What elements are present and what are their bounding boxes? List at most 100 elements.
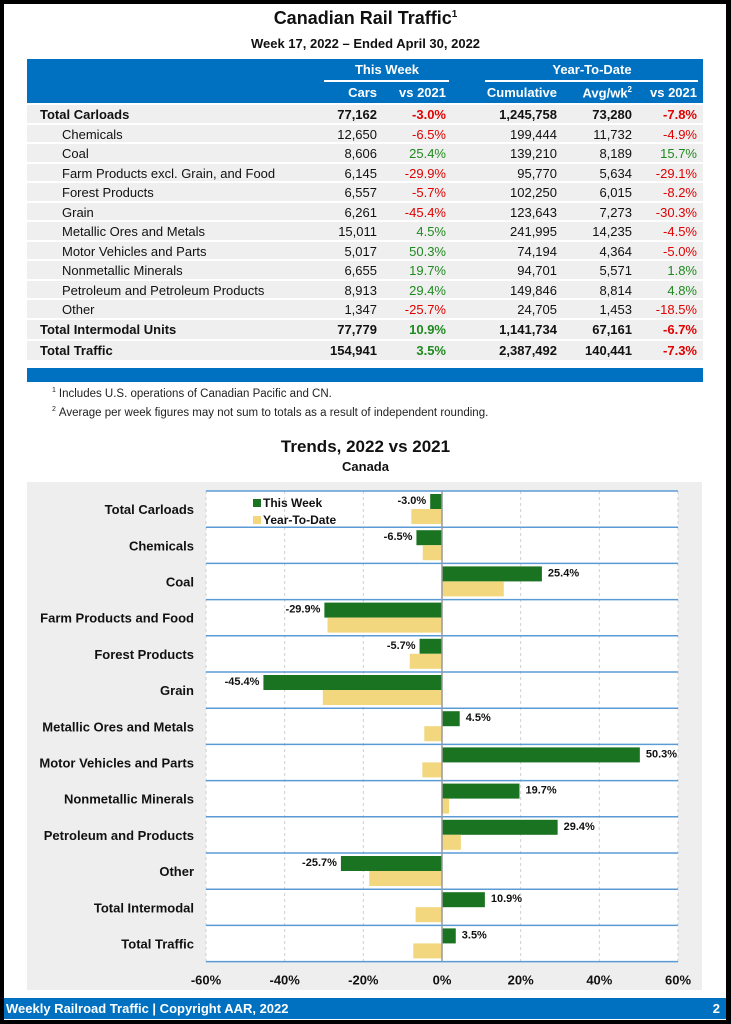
cars-value: 77,779 bbox=[337, 321, 377, 337]
footnote: 1 Includes U.S. operations of Canadian Pa… bbox=[52, 387, 332, 400]
table-row: Farm Products excl. Grain, and Food 6,145… bbox=[27, 163, 703, 181]
vs-ytd-value: -6.7% bbox=[663, 321, 697, 337]
page-title: Canadian Rail Traffic1 bbox=[273, 8, 458, 28]
bar-ytd bbox=[442, 834, 461, 850]
vs-ytd-value: -18.5% bbox=[655, 302, 697, 317]
cumulative-value: 123,643 bbox=[510, 204, 557, 220]
vs-week-value: -5.7% bbox=[412, 185, 446, 200]
cars-value: 1,347 bbox=[344, 302, 377, 317]
category-label: Motor Vehicles and Parts bbox=[39, 756, 194, 771]
col-vs-ytd: vs 2021 bbox=[650, 85, 697, 100]
vs-week-value: 10.9% bbox=[409, 321, 446, 337]
data-label: 50.3% bbox=[646, 748, 677, 760]
bar-ytd bbox=[422, 762, 442, 778]
table-footer-bar bbox=[27, 368, 703, 382]
row-label: Nonmetallic Minerals bbox=[62, 263, 183, 278]
vs-ytd-value: -5.0% bbox=[663, 243, 697, 259]
row-label: Forest Products bbox=[62, 185, 154, 200]
row-label: Total Carloads bbox=[40, 107, 130, 122]
avg-value: 8,189 bbox=[599, 146, 632, 161]
bar-ytd bbox=[409, 653, 442, 669]
avg-value: 5,634 bbox=[599, 165, 632, 181]
x-tick-label: 60% bbox=[665, 973, 691, 988]
col-avg: Avg/wk2 bbox=[582, 85, 632, 101]
data-label: 3.5% bbox=[462, 929, 487, 941]
bar-ytd bbox=[327, 617, 442, 633]
bar-this-week bbox=[324, 602, 442, 618]
cars-value: 6,145 bbox=[344, 165, 377, 181]
vs-ytd-value: -30.3% bbox=[655, 204, 697, 220]
bar-this-week bbox=[442, 892, 485, 908]
group-divider bbox=[485, 80, 698, 82]
bar-ytd bbox=[415, 907, 442, 923]
bar-ytd bbox=[322, 690, 442, 705]
table-row: Total Traffic 154,941 3.5% 2,387,492 140,441… bbox=[27, 340, 703, 360]
data-label: 4.5% bbox=[466, 712, 491, 724]
category-label: Grain bbox=[160, 683, 194, 698]
bar-ytd bbox=[442, 581, 504, 597]
cars-value: 6,261 bbox=[344, 204, 377, 220]
cumulative-value: 2,387,492 bbox=[499, 342, 557, 358]
bar-ytd bbox=[424, 726, 442, 742]
data-label: -25.7% bbox=[302, 857, 337, 869]
category-label: Total Intermodal bbox=[94, 900, 194, 915]
x-tick-label: -20% bbox=[348, 973, 379, 988]
cars-value: 8,913 bbox=[344, 282, 377, 298]
data-label: -6.5% bbox=[384, 531, 413, 543]
cumulative-value: 1,245,758 bbox=[499, 107, 557, 122]
avg-value: 11,732 bbox=[593, 126, 632, 142]
category-label: Metallic Ores and Metals bbox=[42, 719, 194, 734]
row-label: Total Traffic bbox=[40, 342, 113, 358]
bar-ytd bbox=[413, 943, 442, 959]
cumulative-value: 139,210 bbox=[510, 146, 557, 161]
vs-ytd-value: 4.8% bbox=[667, 282, 697, 298]
vs-week-value: 4.5% bbox=[416, 224, 446, 239]
category-label: Forest Products bbox=[94, 647, 194, 662]
cumulative-value: 241,995 bbox=[510, 224, 557, 239]
row-label: Farm Products excl. Grain, and Food bbox=[62, 165, 276, 181]
chart-subtitle: Canada bbox=[342, 459, 389, 474]
category-label: Total Traffic bbox=[121, 937, 194, 952]
group-this-week: This Week bbox=[354, 62, 420, 77]
cumulative-value: 95,770 bbox=[517, 165, 557, 181]
table-row: Motor Vehicles and Parts 5,017 50.3% 74,194… bbox=[27, 241, 703, 259]
col-cars: Cars bbox=[348, 85, 377, 100]
data-label: 25.4% bbox=[548, 567, 579, 579]
table-row: Other 1,347 -25.7% 24,705 1,453 -18.5% bbox=[27, 300, 703, 318]
category-label: Petroleum and Products bbox=[44, 828, 194, 843]
bar-ytd bbox=[411, 509, 442, 524]
row-label: Motor Vehicles and Parts bbox=[62, 243, 207, 259]
vs-week-value: 3.5% bbox=[416, 342, 446, 358]
bar-ytd bbox=[442, 798, 450, 814]
data-label: 19.7% bbox=[525, 785, 556, 797]
row-label: Coal bbox=[62, 146, 89, 161]
x-tick-label: 0% bbox=[433, 973, 452, 988]
bar-this-week bbox=[442, 711, 460, 727]
vs-ytd-value: -8.2% bbox=[663, 185, 697, 200]
row-label: Metallic Ores and Metals bbox=[62, 224, 206, 239]
bar-ytd bbox=[369, 871, 442, 886]
vs-ytd-value: -4.9% bbox=[663, 126, 697, 142]
legend-label: This Week bbox=[263, 496, 322, 510]
avg-value: 73,280 bbox=[592, 107, 632, 122]
bar-this-week bbox=[442, 819, 558, 835]
x-tick-label: 40% bbox=[586, 973, 612, 988]
avg-value: 7,273 bbox=[599, 204, 632, 220]
category-label: Nonmetallic Minerals bbox=[64, 792, 194, 807]
vs-ytd-value: -7.3% bbox=[663, 342, 697, 358]
bar-this-week bbox=[416, 530, 442, 546]
bar-this-week bbox=[430, 494, 442, 509]
chart-title: Trends, 2022 vs 2021 bbox=[280, 437, 451, 456]
col-vs-week: vs 2021 bbox=[399, 85, 446, 100]
vs-week-value: -6.5% bbox=[412, 126, 446, 142]
legend-label: Year-To-Date bbox=[263, 513, 336, 527]
footnote: 2 Average per week figures may not sum to… bbox=[52, 406, 489, 419]
group-divider bbox=[324, 80, 449, 82]
vs-ytd-value: -4.5% bbox=[663, 224, 697, 239]
cars-value: 5,017 bbox=[344, 243, 377, 259]
avg-value: 4,364 bbox=[599, 243, 632, 259]
vs-week-value: 50.3% bbox=[409, 243, 446, 259]
data-label: -45.4% bbox=[225, 676, 260, 688]
table-row: Coal 8,606 25.4% 139,210 8,189 15.7% bbox=[27, 144, 703, 162]
